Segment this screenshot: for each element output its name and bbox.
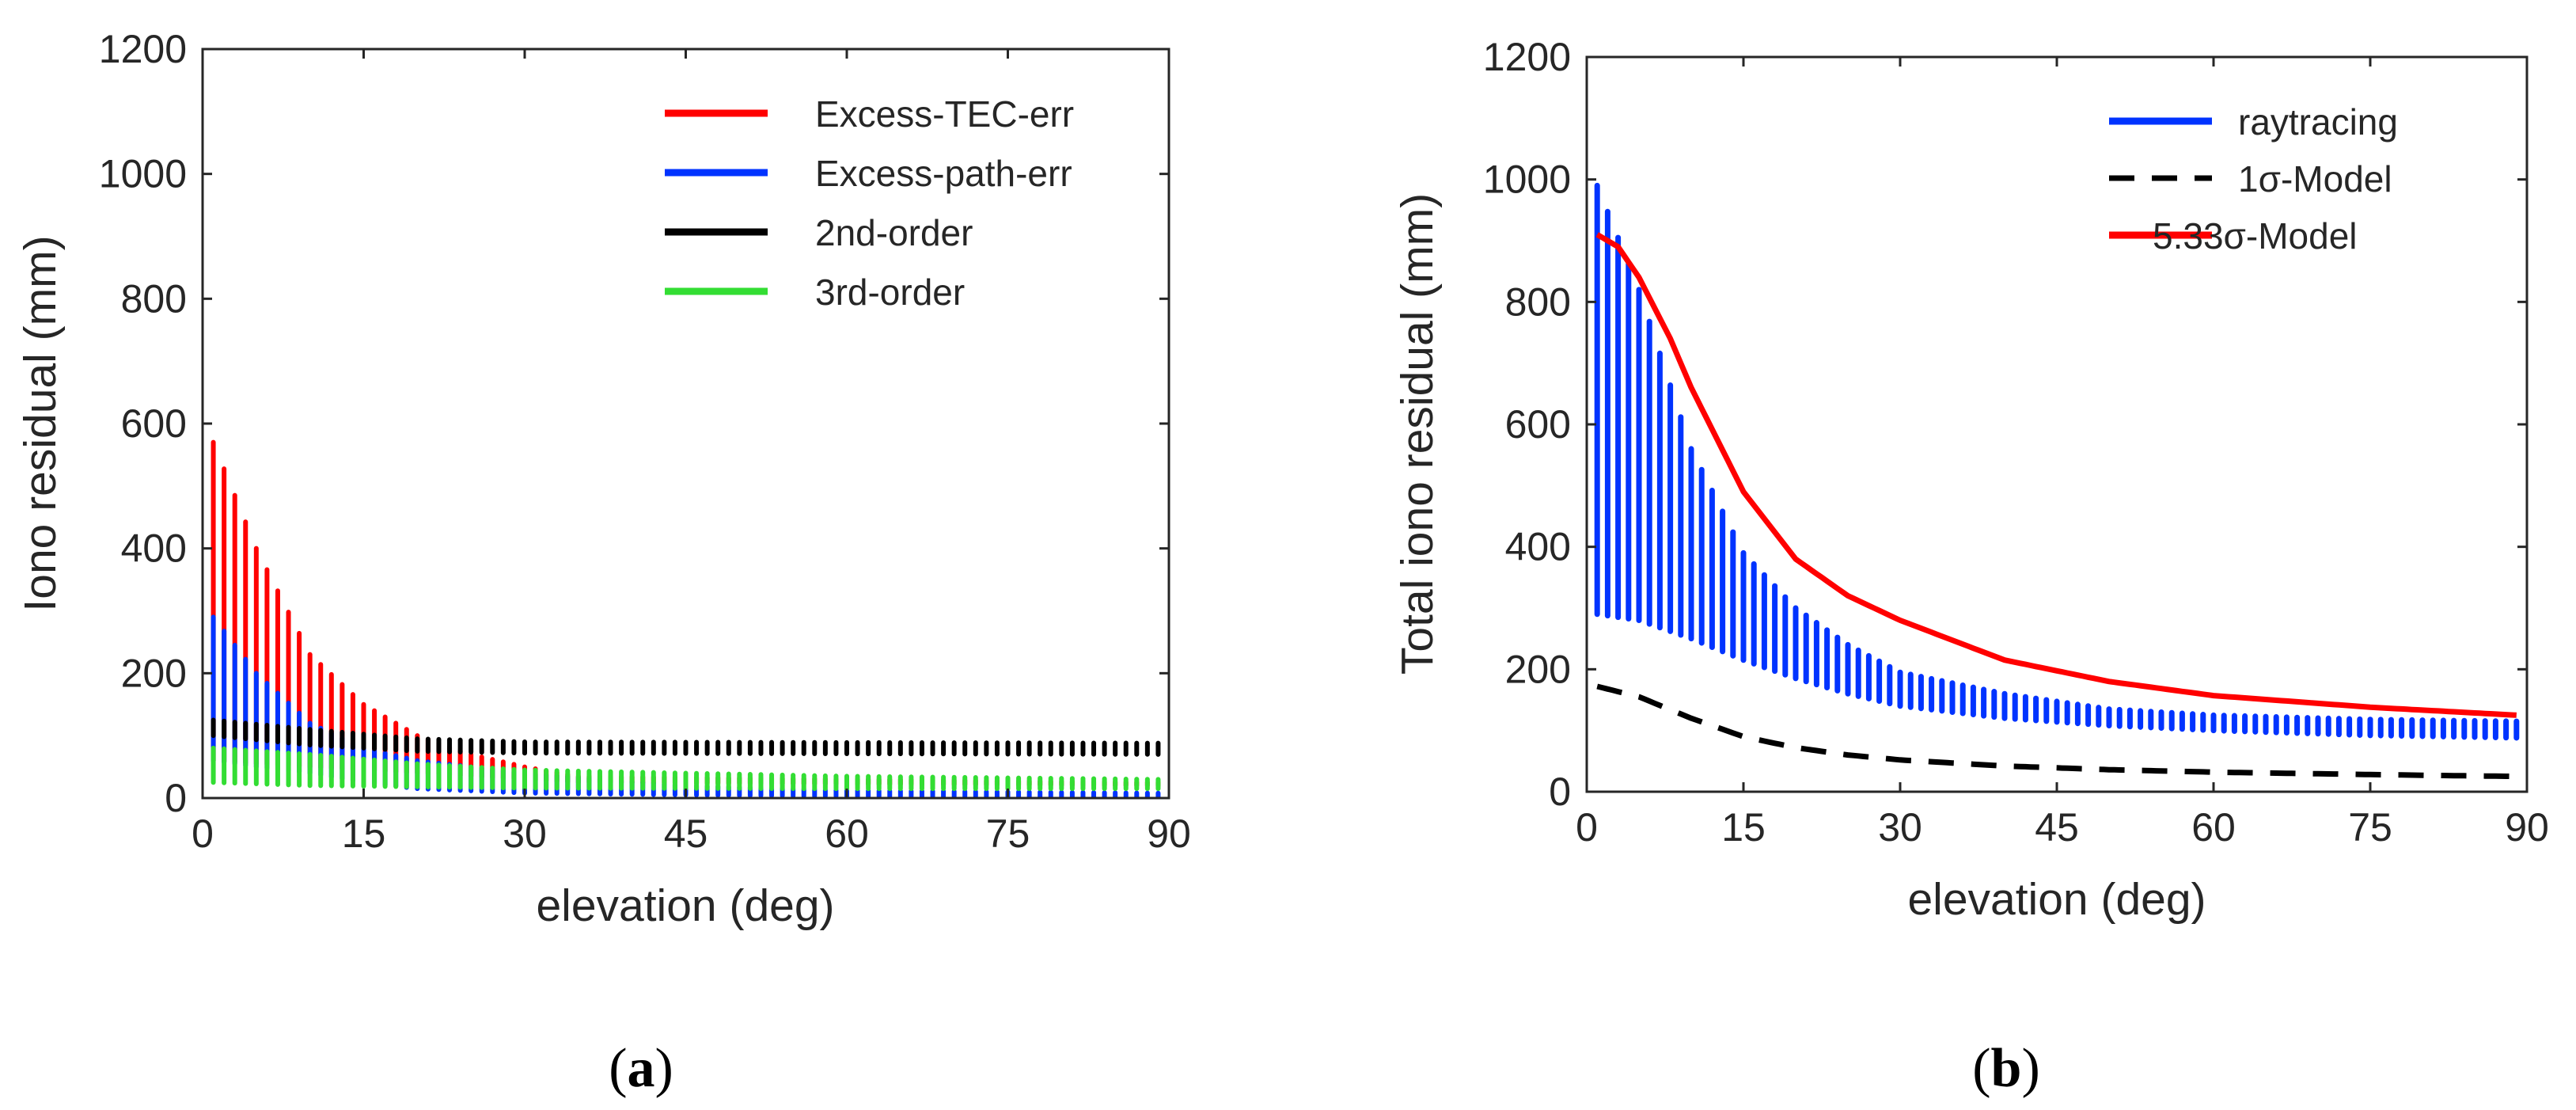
chart-a-data-marks [211,439,1161,800]
chart-a-x-tick-label: 30 [503,812,547,856]
chart-a-y-tick-label: 200 [121,651,187,695]
chart-b-x-tick-label: 75 [2348,805,2392,850]
chart-a-x-tick-label: 75 [986,812,1030,856]
chart-a-x-tick-label: 60 [825,812,869,856]
chart-b-x-tick-label: 30 [1878,805,1922,850]
chart-a-x-tick-label: 0 [192,812,214,856]
chart-b: 0 15 30 45 60 75 90 0 200 400 600 800 1000 1200 elev… [1392,35,2549,1099]
legend-b-label-1sigma-model: 1σ-Model [2238,158,2392,200]
chart-b-y-axis-label: Total iono residual (mm) [1392,193,1443,675]
chart-b-x-tick-label: 90 [2505,805,2549,850]
chart-b-y-tick-label: 400 [1505,525,1571,569]
legend-b-label-raytracing: raytracing [2238,101,2398,143]
chart-b-x-axis-ticks: 0 15 30 45 60 75 90 [1576,57,2549,850]
chart-b-x-tick-label: 60 [2191,805,2236,850]
chart-b-x-tick-label: 15 [1721,805,1766,850]
chart-b-y-tick-label: 600 [1505,402,1571,447]
chart-a-y-tick-label: 400 [121,526,187,571]
legend-a-label-3rd-order: 3rd-order [815,272,965,313]
chart-b-y-tick-label: 0 [1549,770,1571,814]
chart-a-y-tick-label: 600 [121,401,187,446]
chart-b-legend: raytracing 1σ-Model 5.33σ-Model [2109,101,2398,257]
chart-a-x-tick-label: 45 [664,812,708,856]
chart-b-data-marks [1594,182,2520,780]
chart-a-x-tick-label: 15 [342,812,386,856]
chart-b-y-tick-label: 200 [1505,647,1571,691]
chart-b-x-tick-label: 45 [2035,805,2079,850]
chart-a: 0 15 30 45 60 75 90 0 200 400 600 800 1000 1200 elev… [15,27,1191,1099]
chart-a-y-axis-label: Iono residual (mm) [15,235,66,611]
chart-b-y-tick-label: 1000 [1483,158,1571,202]
chart-a-x-axis-ticks: 0 15 30 45 60 75 90 [192,49,1191,856]
chart-b-x-axis-label: elevation (deg) [1907,874,2206,925]
chart-a-y-tick-label: 1200 [99,27,187,71]
chart-a-y-tick-label: 1000 [99,152,187,196]
chart-a-y-tick-label: 0 [165,776,187,820]
chart-b-y-tick-label: 1200 [1483,35,1571,79]
chart-a-x-axis-label: elevation (deg) [536,880,834,931]
legend-a-label-2nd-order: 2nd-order [815,212,973,253]
chart-b-y-axis-ticks: 0 200 400 600 800 1000 1200 [1483,35,2527,814]
chart-a-y-tick-label: 800 [121,276,187,321]
chart-a-x-tick-label: 90 [1147,812,1191,856]
chart-a-legend: Excess-TEC-err Excess-path-err 2nd-order… [665,93,1074,313]
legend-b-label-5-33sigma-model: 5.33σ-Model [2153,215,2358,257]
caption-b: (b) [1972,1038,2040,1099]
legend-a-label-excess-path-err: Excess-path-err [815,153,1072,194]
chart-b-line-1-model [1596,683,2517,780]
chart-b-y-tick-label: 800 [1505,279,1571,324]
chart-a-y-axis-ticks: 0 200 400 600 800 1000 1200 [99,27,1169,820]
chart-b-x-tick-label: 0 [1576,805,1598,850]
caption-a: (a) [609,1038,673,1099]
chart-b-line-5-33-model [1595,232,2517,718]
legend-a-label-excess-tec-err: Excess-TEC-err [815,93,1074,135]
